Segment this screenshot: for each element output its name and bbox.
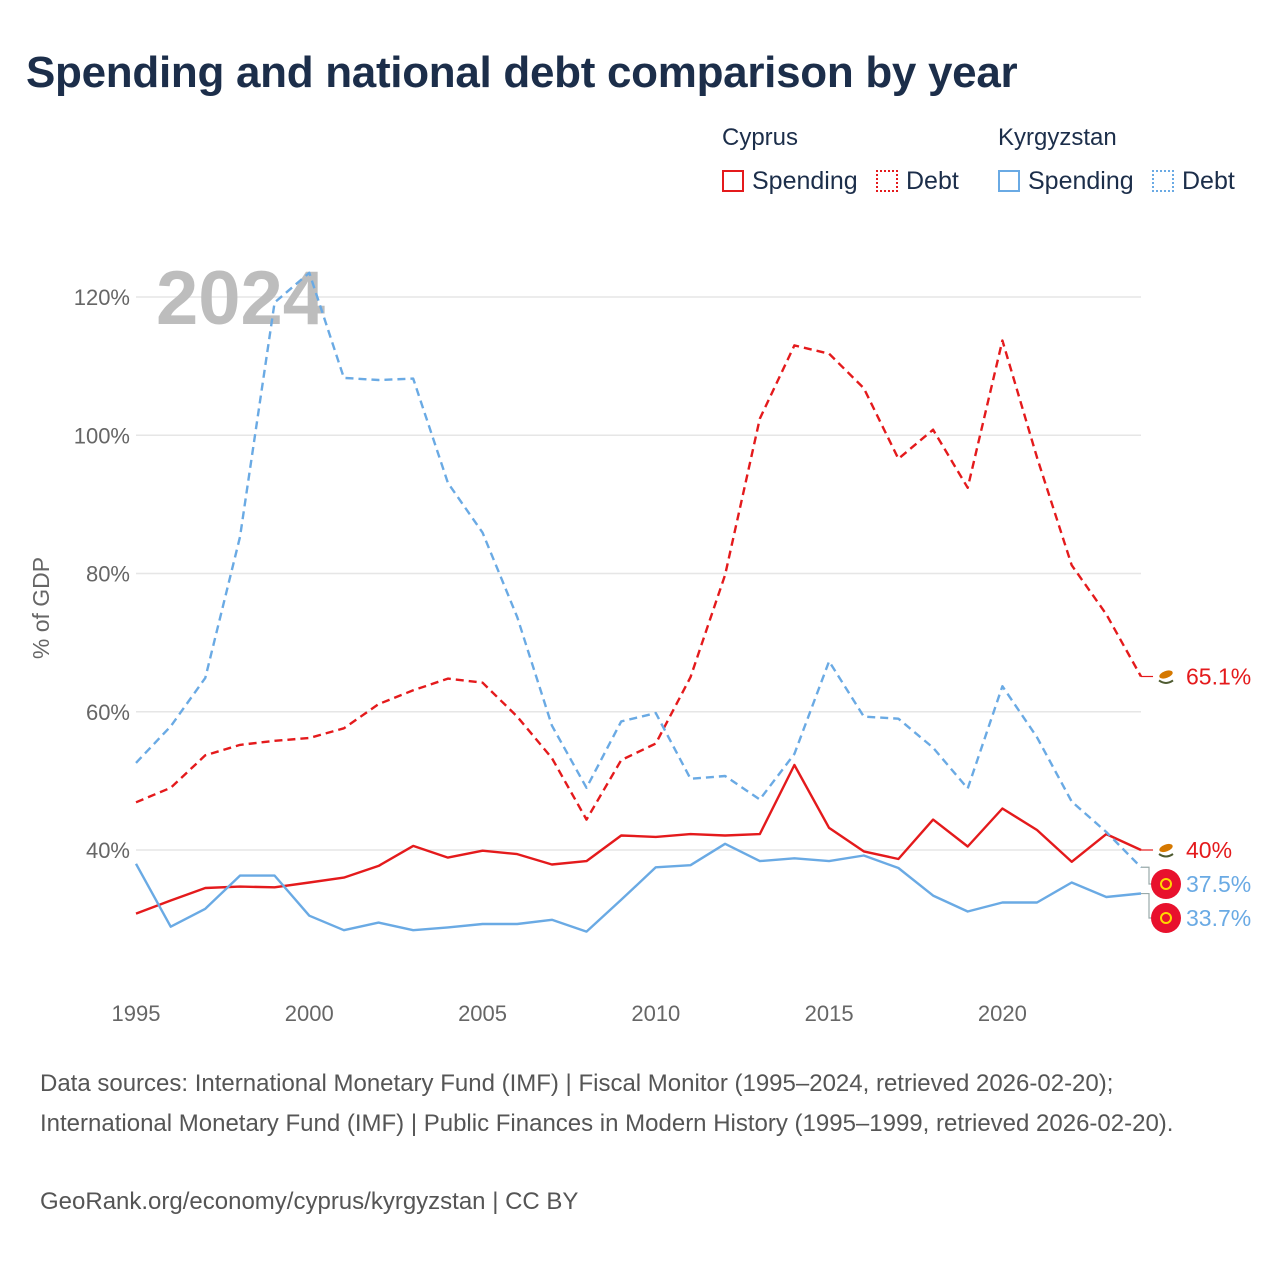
flag-island-icon xyxy=(1159,843,1173,853)
year-watermark: 2024 xyxy=(156,256,325,341)
legend-item-cyprus-debt[interactable]: Debt xyxy=(876,166,959,196)
flag-sun-icon xyxy=(1160,878,1172,890)
end-labels: 65.1% 40% 37.5% 33.7% xyxy=(1141,663,1251,933)
y-tick-label: 60% xyxy=(86,700,130,725)
end-value-label: 40% xyxy=(1186,837,1232,863)
gridlines: 40% 60% 80% 100% 120% xyxy=(74,285,1141,863)
series-line-cyprus-spending[interactable] xyxy=(135,763,1142,915)
x-tick-label: 2015 xyxy=(805,1001,854,1026)
legend-item-cyprus-spending[interactable]: Spending xyxy=(722,166,858,196)
y-tick-label: 40% xyxy=(86,838,130,863)
flag-olive-icon xyxy=(1158,679,1174,684)
legend-item-kyrgyzstan-debt[interactable]: Debt xyxy=(1152,166,1235,196)
legend-swatch-dotted-red xyxy=(876,170,898,192)
credit-link[interactable]: GeoRank.org/economy/cyprus/kyrgyzstan | … xyxy=(40,1188,579,1215)
end-value-label: 33.7% xyxy=(1186,905,1251,931)
kyrgyzstan-flag-icon xyxy=(1151,869,1181,899)
x-tick-label: 2010 xyxy=(631,1001,680,1026)
series-line-kyrgyzstan-debt[interactable] xyxy=(135,271,1142,869)
chart-title: Spending and national debt comparison by… xyxy=(26,48,1018,97)
y-tick-label: 120% xyxy=(74,285,130,310)
series-line-kyrgyzstan-spending[interactable] xyxy=(134,842,1142,933)
legend-swatch-solid-blue xyxy=(998,170,1020,192)
line-chart: 40% 60% 80% 100% 120% 2024 65.1% 40% 37.5% 33.7… xyxy=(28,256,1251,1026)
end-value-label: 37.5% xyxy=(1186,871,1251,897)
legend-item-kyrgyzstan-spending[interactable]: Spending xyxy=(998,166,1134,196)
y-tick-label: 100% xyxy=(74,423,130,448)
kyrgyzstan-flag-icon xyxy=(1151,903,1181,933)
x-tick-label: 2020 xyxy=(978,1001,1027,1026)
y-tick-label: 80% xyxy=(86,562,130,587)
flag-island-icon xyxy=(1159,670,1173,679)
end-value-label: 65.1% xyxy=(1186,663,1251,689)
flag-olive-icon xyxy=(1158,853,1174,858)
x-axis-ticks: 1995 2000 2005 2010 2015 2020 xyxy=(112,1001,1027,1026)
data-sources: Data sources: International Monetary Fun… xyxy=(40,1070,1174,1137)
x-tick-label: 2005 xyxy=(458,1001,507,1026)
y-axis-label: % of GDP xyxy=(28,557,54,659)
legend-label: Spending xyxy=(1028,166,1134,195)
series-lines xyxy=(134,271,1143,933)
legend-group-cyprus: Cyprus xyxy=(722,124,799,151)
legend-label: Debt xyxy=(906,166,959,195)
x-tick-label: 2000 xyxy=(285,1001,334,1026)
flag-sun-icon xyxy=(1160,912,1172,924)
legend-group-kyrgyzstan: Kyrgyzstan xyxy=(998,124,1117,151)
legend-label: Debt xyxy=(1182,166,1235,195)
legend-label: Spending xyxy=(752,166,858,195)
legend-swatch-dotted-blue xyxy=(1152,170,1174,192)
series-line-cyprus-debt[interactable] xyxy=(135,339,1143,821)
legend-swatch-solid-red xyxy=(722,170,744,192)
x-tick-label: 1995 xyxy=(112,1001,161,1026)
